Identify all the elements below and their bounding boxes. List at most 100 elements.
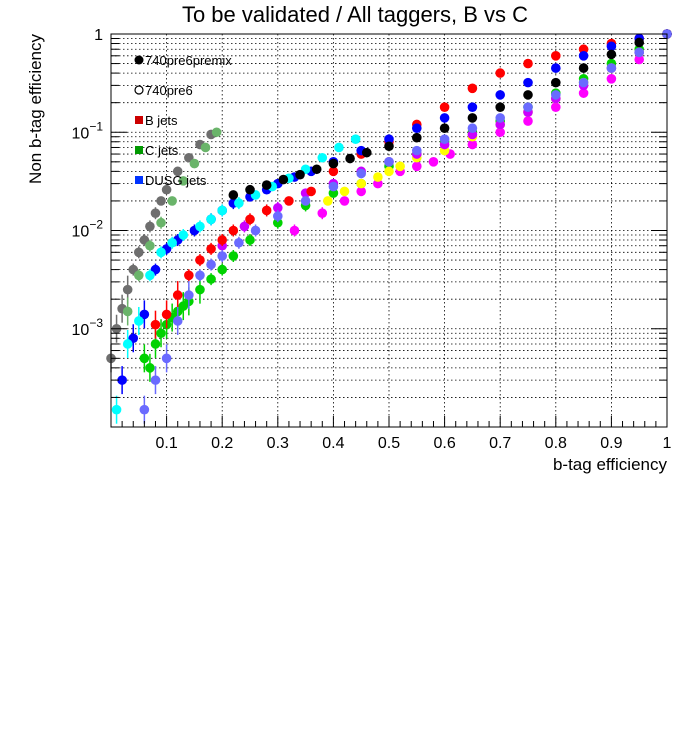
data-point <box>195 270 205 281</box>
data-point <box>217 205 227 216</box>
data-point <box>311 164 322 175</box>
data-point <box>306 186 316 197</box>
data-point <box>245 235 255 245</box>
data-point <box>350 134 361 144</box>
data-point <box>412 123 422 133</box>
data-point <box>356 178 367 189</box>
data-point <box>122 306 133 317</box>
data-point <box>300 196 311 206</box>
data-point <box>551 102 561 112</box>
x-tick-label: 0.6 <box>433 435 455 452</box>
data-point <box>373 178 383 189</box>
x-tick-label: 0.9 <box>600 435 622 452</box>
data-point <box>228 251 239 261</box>
data-point <box>156 196 166 206</box>
data-point <box>384 141 394 152</box>
data-point <box>217 251 227 261</box>
data-point <box>111 404 122 415</box>
y-tick-label: 10−3 <box>72 316 104 339</box>
data-point <box>206 259 216 270</box>
data-point <box>551 90 561 100</box>
data-point <box>206 214 216 225</box>
x-tick-label: 0.5 <box>378 435 400 452</box>
data-point <box>150 208 161 218</box>
data-point <box>139 404 150 415</box>
data-point <box>217 264 227 275</box>
data-point <box>117 375 127 385</box>
axis-ticks <box>111 33 668 428</box>
data-point <box>361 147 372 158</box>
data-point <box>495 119 506 130</box>
data-point <box>139 309 150 320</box>
data-point <box>195 255 205 265</box>
data-point <box>578 44 589 55</box>
x-axis-label: b-tag efficiency <box>553 455 668 474</box>
data-point <box>184 270 194 281</box>
data-point <box>578 63 589 73</box>
data-point <box>495 90 506 100</box>
data-point <box>467 83 478 94</box>
data-point <box>278 174 289 185</box>
legend-label: DUSG jets <box>145 173 207 188</box>
y-tick-label: 10−1 <box>72 119 104 142</box>
data-point <box>134 270 144 281</box>
data-point <box>161 309 172 320</box>
data-point <box>273 203 283 213</box>
data-point <box>122 339 133 349</box>
x-tick-label: 0.7 <box>489 435 511 452</box>
data-point <box>606 49 617 60</box>
data-point <box>523 116 533 126</box>
data-point <box>495 127 506 138</box>
data-point <box>467 123 478 133</box>
data-point <box>156 328 166 339</box>
data-point <box>178 176 189 186</box>
data-point <box>134 247 144 258</box>
legend-marker <box>135 146 143 154</box>
data-point <box>395 161 405 172</box>
x-tick-label: 1 <box>663 435 672 452</box>
data-point <box>195 221 205 232</box>
data-point <box>245 184 255 195</box>
data-point <box>467 113 478 123</box>
data-point <box>578 50 589 61</box>
legend-label: 740pre6 <box>145 83 193 98</box>
data-point <box>211 127 222 138</box>
legend-label: 740pre6premix <box>145 53 232 68</box>
data-point <box>634 47 644 58</box>
data-point <box>178 230 189 240</box>
y-tick-label: 1 <box>94 27 103 44</box>
data-point <box>551 63 561 73</box>
data-point <box>150 375 161 385</box>
grid <box>111 34 667 428</box>
data-point <box>334 142 344 153</box>
legend-label: C jets <box>145 143 179 158</box>
data-point <box>145 221 155 232</box>
data-point <box>122 284 133 295</box>
y-tick-label-exponent: −3 <box>89 316 103 330</box>
data-point <box>317 152 328 163</box>
data-point <box>384 157 394 167</box>
data-point <box>356 168 367 179</box>
data-point <box>172 290 183 300</box>
data-point <box>523 77 533 88</box>
data-point <box>273 211 283 221</box>
data-point <box>428 157 439 167</box>
data-point <box>139 353 150 364</box>
data-point <box>184 290 194 300</box>
data-point <box>634 54 644 65</box>
legend: 740pre6premix 740pre6 B jets C jets DUSG jet… <box>134 53 232 188</box>
y-tick-label-base: 10 <box>72 125 90 142</box>
data-point <box>228 225 239 236</box>
y-tick-label-exponent: −1 <box>89 119 103 133</box>
data-point <box>412 145 422 156</box>
series-1 <box>289 29 672 237</box>
data-point <box>234 198 244 208</box>
legend-entry: 740pre6premix <box>134 53 232 68</box>
legend-entry: DUSG jets <box>135 173 207 188</box>
data-point <box>345 153 355 164</box>
legend-label: B jets <box>145 113 178 128</box>
legend-entry: 740pre6 <box>134 83 193 98</box>
data-point <box>578 88 589 98</box>
data-point <box>156 247 166 258</box>
